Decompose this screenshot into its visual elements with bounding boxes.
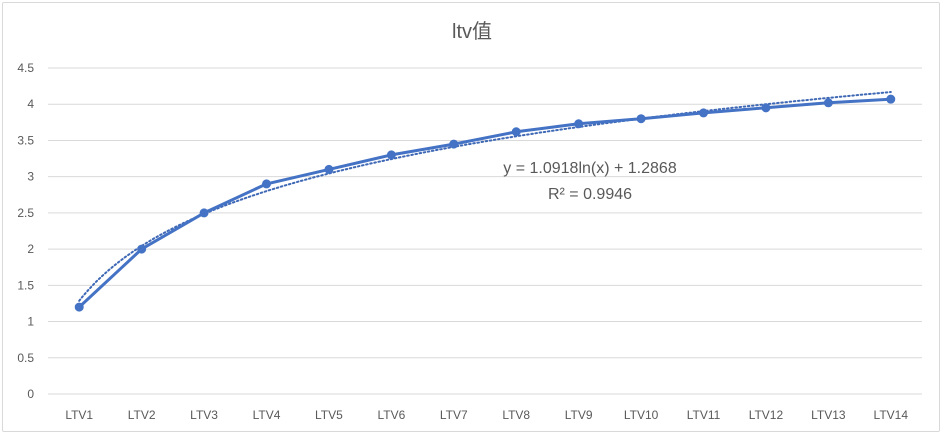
data-point [137, 244, 147, 254]
data-point [386, 150, 396, 160]
x-tick-label: LTV8 [502, 408, 530, 422]
x-tick-label: LTV11 [687, 408, 721, 422]
x-tick-label: LTV10 [624, 408, 659, 422]
y-tick-label: 3.5 [17, 133, 34, 147]
y-tick-label: 1 [27, 315, 34, 329]
x-tick-label: LTV9 [565, 408, 593, 422]
y-axis-ticks: 0 0.5 1 1.5 2 2.5 3 3.5 4 4.5 [17, 61, 34, 401]
data-point [74, 302, 84, 312]
x-tick-label: LTV2 [128, 408, 156, 422]
trendline-equation: y = 1.0918ln(x) + 1.2868 [503, 160, 677, 177]
chart-frame [2, 2, 940, 432]
data-point [511, 127, 521, 137]
x-tick-label: LTV3 [190, 408, 218, 422]
x-tick-label: LTV12 [749, 408, 784, 422]
data-point [262, 179, 271, 189]
y-tick-label: 4.5 [17, 61, 34, 75]
x-tick-label: LTV7 [440, 408, 468, 422]
y-tick-label: 1.5 [17, 278, 34, 292]
y-tick-label: 2.5 [17, 206, 34, 220]
data-point [823, 98, 833, 108]
series-line [77, 97, 893, 309]
data-point [199, 208, 209, 218]
x-tick-label: LTV14 [874, 408, 909, 422]
y-tick-label: 0.5 [17, 351, 34, 365]
x-axis-ticks: LTV1 LTV2 LTV3 LTV4 LTV5 LTV6 LTV7 LTV8 LTV9 LTV1… [65, 408, 908, 422]
data-point [324, 164, 334, 174]
x-tick-label: LTV1 [65, 408, 93, 422]
trendline [78, 91, 892, 302]
x-tick-label: LTV4 [253, 408, 281, 422]
data-point [449, 139, 459, 149]
y-tick-label: 4 [27, 97, 34, 111]
data-point [699, 108, 708, 118]
x-tick-label: LTV6 [377, 408, 405, 422]
y-tick-label: 3 [27, 170, 34, 184]
data-point [761, 103, 771, 113]
x-tick-label: LTV13 [811, 408, 846, 422]
gridlines [48, 67, 922, 395]
series-markers [74, 94, 896, 312]
trendline-r-squared: R² = 0.9946 [548, 186, 632, 203]
data-point [636, 114, 646, 124]
data-point [886, 94, 896, 104]
data-point [574, 119, 584, 129]
y-tick-label: 2 [27, 242, 34, 256]
chart-title: ltv值 [452, 20, 492, 43]
x-tick-label: LTV5 [315, 408, 343, 422]
y-tick-label: 0 [27, 387, 34, 401]
